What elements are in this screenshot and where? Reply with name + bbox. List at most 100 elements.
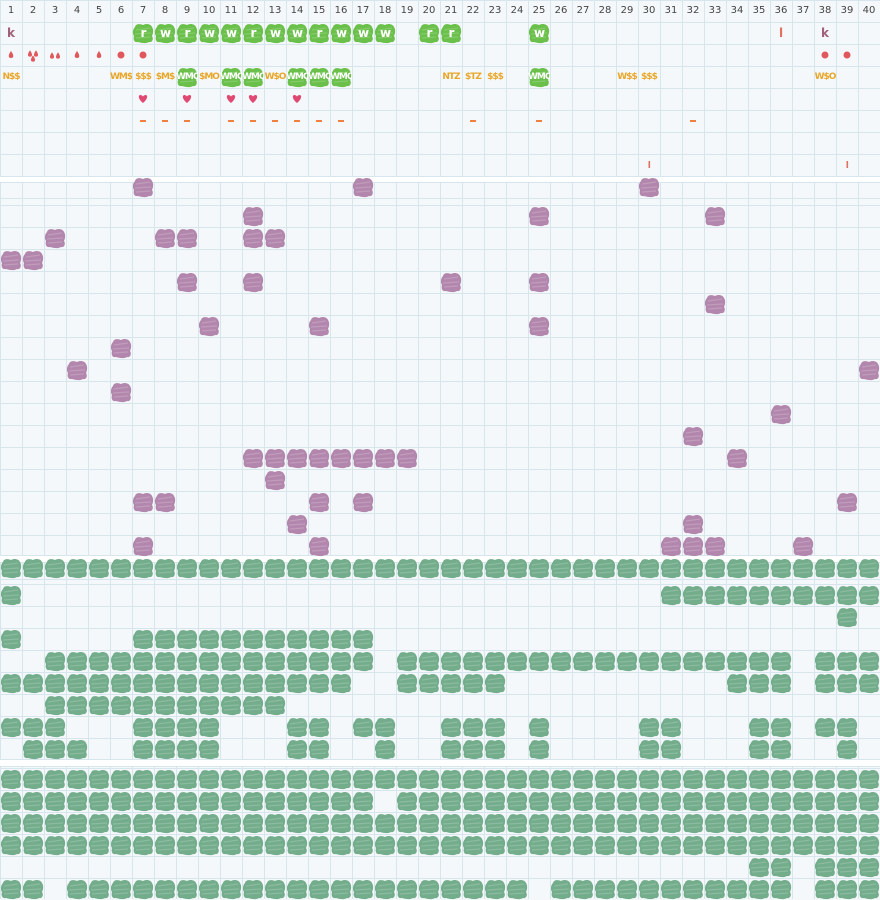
teal-cell[interactable]	[484, 716, 506, 738]
purple-cell[interactable]	[682, 513, 704, 535]
teal-cell[interactable]	[836, 606, 858, 628]
letter-tile[interactable]	[528, 22, 550, 44]
teal-cell[interactable]	[286, 790, 308, 812]
teal-cell[interactable]	[308, 768, 330, 790]
teal-cell[interactable]	[770, 856, 792, 878]
teal-cell[interactable]	[572, 812, 594, 834]
teal-cell[interactable]	[528, 650, 550, 672]
teal-cell[interactable]	[858, 768, 880, 790]
purple-cell[interactable]	[660, 535, 682, 557]
teal-cell[interactable]	[110, 834, 132, 856]
teal-cell[interactable]	[242, 790, 264, 812]
purple-cell[interactable]	[242, 205, 264, 227]
teal-cell[interactable]	[660, 650, 682, 672]
teal-cell[interactable]	[616, 834, 638, 856]
teal-cell[interactable]	[286, 557, 308, 579]
letter-tile[interactable]	[308, 22, 330, 44]
teal-cell[interactable]	[462, 812, 484, 834]
teal-cell[interactable]	[286, 650, 308, 672]
teal-cell[interactable]	[374, 834, 396, 856]
teal-cell[interactable]	[748, 768, 770, 790]
teal-cell[interactable]	[506, 878, 528, 900]
teal-cell[interactable]	[0, 790, 22, 812]
teal-cell[interactable]	[154, 790, 176, 812]
teal-cell[interactable]	[792, 557, 814, 579]
teal-cell[interactable]	[132, 716, 154, 738]
teal-cell[interactable]	[308, 628, 330, 650]
teal-cell[interactable]	[308, 716, 330, 738]
teal-cell[interactable]	[242, 628, 264, 650]
teal-cell[interactable]	[858, 812, 880, 834]
teal-cell[interactable]	[550, 768, 572, 790]
purple-cell[interactable]	[264, 227, 286, 249]
letter-tile[interactable]	[154, 22, 176, 44]
teal-cell[interactable]	[528, 790, 550, 812]
teal-cell[interactable]	[792, 790, 814, 812]
teal-cell[interactable]	[154, 628, 176, 650]
teal-cell[interactable]	[814, 790, 836, 812]
teal-cell[interactable]	[154, 878, 176, 900]
teal-cell[interactable]	[220, 834, 242, 856]
teal-cell[interactable]	[770, 738, 792, 760]
teal-cell[interactable]	[44, 768, 66, 790]
teal-cell[interactable]	[748, 672, 770, 694]
teal-cell[interactable]	[396, 834, 418, 856]
teal-cell[interactable]	[440, 790, 462, 812]
teal-cell[interactable]	[418, 878, 440, 900]
purple-cell[interactable]	[704, 293, 726, 315]
teal-cell[interactable]	[176, 790, 198, 812]
purple-cell[interactable]	[154, 491, 176, 513]
teal-cell[interactable]	[22, 672, 44, 694]
teal-cell[interactable]	[748, 790, 770, 812]
teal-cell[interactable]	[198, 672, 220, 694]
purple-cell[interactable]	[264, 447, 286, 469]
teal-cell[interactable]	[198, 716, 220, 738]
teal-cell[interactable]	[154, 738, 176, 760]
purple-cell[interactable]	[836, 491, 858, 513]
teal-cell[interactable]	[660, 584, 682, 606]
teal-cell[interactable]	[814, 584, 836, 606]
teal-cell[interactable]	[638, 768, 660, 790]
teal-cell[interactable]	[660, 557, 682, 579]
teal-cell[interactable]	[44, 694, 66, 716]
teal-cell[interactable]	[836, 790, 858, 812]
teal-cell[interactable]	[858, 790, 880, 812]
teal-cell[interactable]	[748, 856, 770, 878]
teal-cell[interactable]	[88, 790, 110, 812]
teal-cell[interactable]	[242, 672, 264, 694]
teal-cell[interactable]	[330, 557, 352, 579]
teal-cell[interactable]	[88, 694, 110, 716]
teal-cell[interactable]	[660, 878, 682, 900]
teal-cell[interactable]	[66, 812, 88, 834]
purple-cell[interactable]	[132, 535, 154, 557]
teal-cell[interactable]	[638, 716, 660, 738]
purple-cell[interactable]	[308, 315, 330, 337]
teal-cell[interactable]	[660, 812, 682, 834]
teal-cell[interactable]	[528, 738, 550, 760]
teal-cell[interactable]	[462, 834, 484, 856]
teal-cell[interactable]	[594, 790, 616, 812]
teal-cell[interactable]	[264, 812, 286, 834]
teal-cell[interactable]	[264, 790, 286, 812]
label-tile[interactable]	[308, 66, 330, 88]
teal-cell[interactable]	[616, 557, 638, 579]
purple-cell[interactable]	[308, 491, 330, 513]
purple-cell[interactable]	[682, 535, 704, 557]
teal-cell[interactable]	[836, 738, 858, 760]
teal-cell[interactable]	[286, 672, 308, 694]
teal-cell[interactable]	[264, 557, 286, 579]
teal-cell[interactable]	[836, 716, 858, 738]
teal-cell[interactable]	[726, 584, 748, 606]
teal-cell[interactable]	[286, 738, 308, 760]
label-tile[interactable]	[330, 66, 352, 88]
teal-cell[interactable]	[242, 694, 264, 716]
teal-cell[interactable]	[220, 812, 242, 834]
teal-cell[interactable]	[484, 768, 506, 790]
teal-cell[interactable]	[22, 768, 44, 790]
teal-cell[interactable]	[506, 812, 528, 834]
teal-cell[interactable]	[858, 557, 880, 579]
teal-cell[interactable]	[198, 812, 220, 834]
teal-cell[interactable]	[792, 584, 814, 606]
teal-cell[interactable]	[22, 557, 44, 579]
teal-cell[interactable]	[638, 738, 660, 760]
